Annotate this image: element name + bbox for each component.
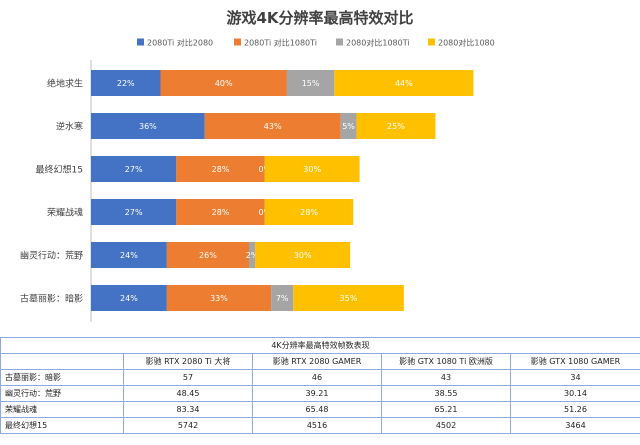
data-label: 7% bbox=[276, 294, 289, 303]
table-cell: 83.34 bbox=[123, 401, 253, 418]
table-row-label: 古墓丽影：暗影 bbox=[0, 369, 124, 386]
table-header-cell: 影驰 RTX 2080 Ti 大将 bbox=[123, 353, 253, 370]
data-label: 43% bbox=[264, 122, 282, 131]
table-cell: 5742 bbox=[123, 417, 253, 434]
table-header-cell: 影驰 GTX 1080 Ti 欧洲版 bbox=[381, 353, 511, 370]
table-header-cell: 影驰 RTX 2080 GAMER bbox=[252, 353, 382, 370]
data-label: 25% bbox=[387, 122, 405, 131]
data-label: 5% bbox=[342, 122, 355, 131]
legend-label: 2080对比1080 bbox=[438, 38, 495, 48]
table-row: 古墓丽影：暗影 57 46 43 34 bbox=[0, 369, 640, 386]
legend-swatch bbox=[336, 38, 343, 46]
bar-segment bbox=[176, 199, 265, 225]
table-row-label: 荣耀战魂 bbox=[0, 401, 124, 418]
bar-segment bbox=[286, 70, 335, 96]
table-cell: 51.26 bbox=[510, 401, 640, 418]
bar-segment bbox=[91, 285, 167, 311]
stacked-bar-chart: 游戏4K分辨率最高特效对比 2080Ti 对比2080 2080Ti 对比1080… bbox=[20, 9, 495, 322]
chart-legend: 2080Ti 对比2080 2080Ti 对比1080Ti 2080对比1080Ti… bbox=[137, 38, 495, 48]
y-tick-label: 荣耀战魂 bbox=[47, 207, 83, 219]
table-cell: 4502 bbox=[381, 417, 511, 434]
bar-segment bbox=[334, 70, 474, 96]
bar-segment bbox=[264, 156, 360, 182]
y-tick-label: 最终幻想15 bbox=[36, 164, 83, 176]
data-label: 22% bbox=[117, 79, 135, 88]
bar-segment bbox=[204, 113, 341, 139]
y-tick-label: 古墓丽影：暗影 bbox=[20, 293, 83, 305]
legend-swatch bbox=[137, 38, 144, 46]
legend-label: 2080Ti 对比1080Ti bbox=[244, 38, 317, 48]
data-label: 2% bbox=[246, 251, 259, 260]
data-label: 28% bbox=[212, 208, 230, 217]
y-tick-label: 幽灵行动：荒野 bbox=[20, 250, 83, 262]
table-cell: 43 bbox=[381, 369, 511, 386]
bar-segment bbox=[160, 70, 287, 96]
bar-segment bbox=[91, 156, 177, 182]
legend-swatch bbox=[234, 38, 241, 46]
bar-segment bbox=[264, 199, 354, 225]
bar-segment bbox=[271, 285, 294, 311]
data-label: 33% bbox=[210, 294, 228, 303]
table-cell: 46 bbox=[252, 369, 382, 386]
table-cell: 65.21 bbox=[381, 401, 511, 418]
chart-bars: 22%40%15%44%36%43%5%25%27%28%0%30%27%28%… bbox=[91, 70, 474, 311]
table-caption: 4K分辨率最高特效帧数表现 bbox=[0, 337, 640, 354]
data-label: 27% bbox=[125, 208, 143, 217]
table-cell: 4516 bbox=[252, 417, 382, 434]
bar-segment bbox=[91, 113, 205, 139]
table-cell: 39.21 bbox=[252, 385, 382, 402]
table-cell: 3464 bbox=[510, 417, 640, 434]
data-label: 30% bbox=[303, 165, 321, 174]
table-row: 幽灵行动：荒野 48.45 39.21 38.55 30.14 bbox=[0, 385, 640, 402]
fps-table: 4K分辨率最高特效帧数表现 影驰 RTX 2080 Ti 大将 影驰 RTX 20… bbox=[0, 337, 640, 434]
table-row-label: 最终幻想15 bbox=[0, 417, 124, 434]
table-cell: 38.55 bbox=[381, 385, 511, 402]
bar-segment bbox=[166, 285, 272, 311]
bar-segment bbox=[91, 199, 177, 225]
data-label: 30% bbox=[294, 251, 312, 260]
data-label: 15% bbox=[302, 79, 320, 88]
bar-segment bbox=[293, 285, 404, 311]
table-cell: 48.45 bbox=[123, 385, 253, 402]
y-tick-label: 逆水寒 bbox=[56, 121, 83, 133]
bar-segment bbox=[91, 70, 161, 96]
table-cell: 34 bbox=[510, 369, 640, 386]
table-row: 最终幻想15 5742 4516 4502 3464 bbox=[0, 417, 640, 434]
table-cell: 30.14 bbox=[510, 385, 640, 402]
table-cell: 65.48 bbox=[252, 401, 382, 418]
data-label: 24% bbox=[120, 294, 138, 303]
data-label: 27% bbox=[125, 165, 143, 174]
table-row: 荣耀战魂 83.34 65.48 65.21 51.26 bbox=[0, 401, 640, 418]
bar-segment bbox=[176, 156, 265, 182]
table-header-cell: 影驰 GTX 1080 GAMER bbox=[510, 353, 640, 370]
table-header-cell bbox=[0, 353, 124, 370]
bar-segment bbox=[249, 242, 256, 268]
bar-segment bbox=[255, 242, 351, 268]
y-tick-label: 绝地求生 bbox=[47, 78, 83, 90]
legend-label: 2080Ti 对比2080 bbox=[147, 38, 213, 48]
data-label: 24% bbox=[120, 251, 138, 260]
chart-title: 游戏4K分辨率最高特效对比 bbox=[226, 9, 413, 27]
bar-segment bbox=[356, 113, 436, 139]
bar-segment bbox=[340, 113, 357, 139]
table-row-label: 幽灵行动：荒野 bbox=[0, 385, 124, 402]
data-label: 35% bbox=[340, 294, 358, 303]
table-cell: 57 bbox=[123, 369, 253, 386]
data-label: 28% bbox=[300, 208, 318, 217]
legend-label: 2080对比1080Ti bbox=[346, 38, 410, 48]
bar-segment bbox=[91, 242, 167, 268]
legend-swatch bbox=[428, 38, 435, 46]
data-label: 26% bbox=[199, 251, 217, 260]
bar-segment bbox=[166, 242, 249, 268]
data-label: 36% bbox=[139, 122, 157, 131]
data-label: 44% bbox=[395, 79, 413, 88]
data-label: 28% bbox=[212, 165, 230, 174]
table-header-row: 影驰 RTX 2080 Ti 大将 影驰 RTX 2080 GAMER 影驰 GTX… bbox=[0, 353, 640, 370]
data-label: 40% bbox=[215, 79, 233, 88]
